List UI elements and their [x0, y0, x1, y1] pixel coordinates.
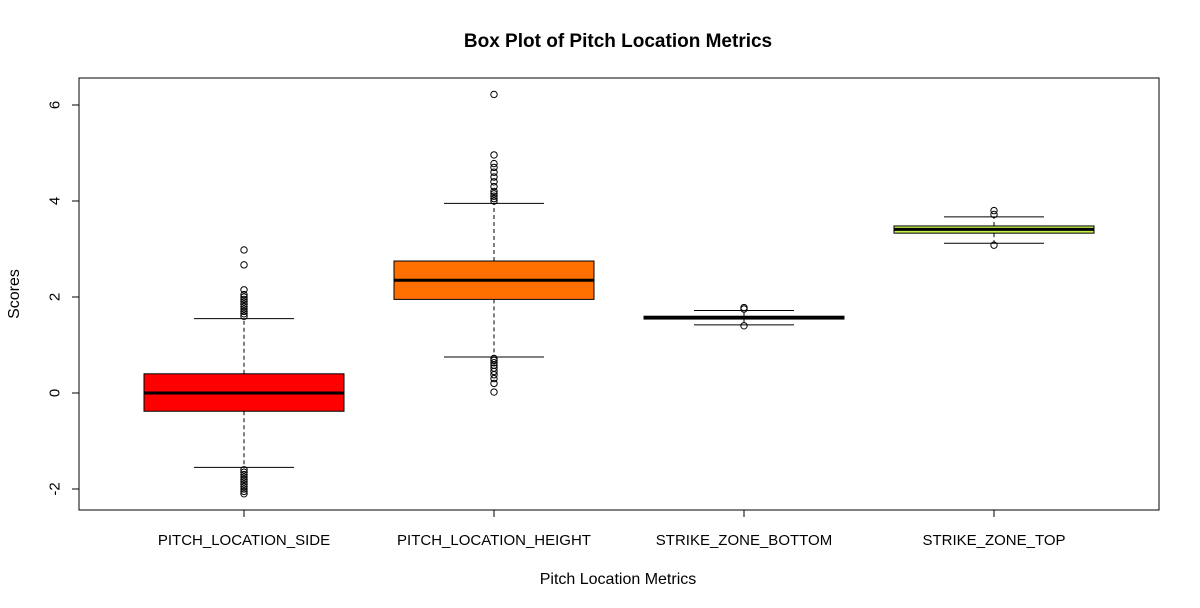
- outlier-point: [240, 478, 248, 486]
- outlier-point: [240, 246, 248, 254]
- outlier-point: [490, 90, 498, 99]
- outlier-point: [240, 490, 248, 498]
- outlier-point: [240, 470, 248, 479]
- outlier-point: [490, 192, 498, 200]
- x-axis: PITCH_LOCATION_SIDE PITCH_LOCATION_HEIGHT…: [158, 510, 1066, 549]
- outlier-point: [490, 173, 498, 181]
- outlier-point: [490, 182, 498, 191]
- outlier-point: [490, 168, 498, 176]
- box-pitch-location-side: [143, 246, 345, 498]
- x-tick-label: STRIKE_ZONE_BOTTOM: [656, 532, 832, 549]
- outlier-point: [990, 206, 998, 215]
- box-strike-zone-bottom: [643, 303, 845, 330]
- outlier-point: [490, 379, 498, 388]
- outlier-point: [740, 303, 748, 312]
- outlier-point: [240, 475, 248, 484]
- outlier-point: [990, 241, 998, 249]
- chart-title: Box Plot of Pitch Location Metrics: [464, 31, 772, 52]
- outlier-point: [490, 194, 498, 203]
- x-tick-label: PITCH_LOCATION_HEIGHT: [397, 532, 591, 549]
- y-axis: -2 0 2 4 6: [46, 101, 80, 496]
- outlier-point: [240, 290, 248, 299]
- outlier-point: [240, 305, 248, 313]
- box-pitch-location-height: [393, 90, 595, 396]
- y-tick-label: 2: [46, 293, 63, 301]
- outlier-point: [490, 190, 498, 198]
- y-axis-label: Scores: [6, 269, 23, 319]
- outlier-point: [240, 468, 248, 476]
- outlier-point: [490, 159, 498, 168]
- outlier-point: [490, 354, 498, 363]
- outlier-point: [490, 197, 498, 205]
- outlier-point: [490, 359, 498, 367]
- box-strike-zone-top: [893, 206, 1095, 249]
- outlier-point: [240, 307, 248, 316]
- y-tick-label: 4: [46, 197, 63, 205]
- outlier-point: [240, 312, 248, 320]
- outlier-point: [990, 210, 998, 219]
- boxes-group: [143, 90, 1095, 498]
- outlier-point: [490, 364, 498, 372]
- outlier-point: [490, 388, 498, 396]
- outlier-point: [240, 302, 248, 311]
- y-tick-label: 6: [46, 101, 63, 109]
- outlier-point: [240, 485, 248, 493]
- outlier-point: [740, 322, 748, 330]
- outlier-point: [240, 473, 248, 481]
- outlier-point: [240, 466, 248, 474]
- outlier-point: [490, 187, 498, 196]
- outlier-point: [490, 178, 498, 186]
- outlier-point: [240, 480, 248, 488]
- outlier-point: [240, 298, 248, 306]
- outlier-point: [240, 482, 248, 491]
- outlier-point: [240, 300, 248, 308]
- outlier-point: [240, 293, 248, 301]
- outlier-point: [490, 163, 498, 172]
- outlier-point: [490, 151, 498, 159]
- outlier-point: [240, 261, 248, 269]
- x-tick-label: PITCH_LOCATION_SIDE: [158, 532, 330, 549]
- outlier-point: [240, 295, 248, 304]
- y-tick-label: 0: [46, 389, 63, 397]
- outlier-point: [240, 286, 248, 294]
- x-tick-label: STRIKE_ZONE_TOP: [922, 532, 1065, 549]
- outlier-point: [240, 310, 248, 318]
- x-axis-label: Pitch Location Metrics: [540, 571, 697, 588]
- y-tick-label: -2: [46, 482, 63, 495]
- outlier-point: [240, 487, 248, 496]
- outlier-point: [490, 374, 498, 383]
- outlier-point: [490, 356, 498, 365]
